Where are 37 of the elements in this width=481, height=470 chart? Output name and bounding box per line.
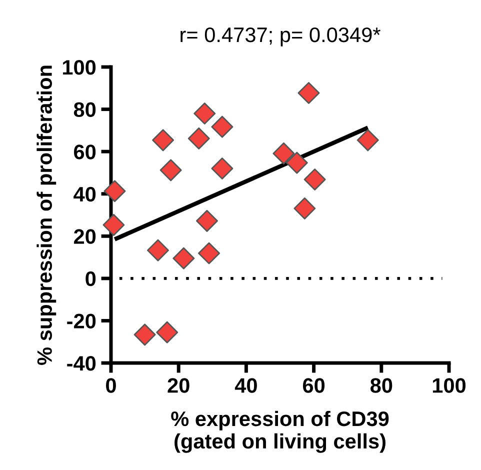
- x-axis-title: % expression of CD39 (gated on living cells): [171, 410, 389, 453]
- chart-title: r= 0.4737; p= 0.0349*: [180, 27, 380, 46]
- point: [356, 129, 379, 152]
- point: [294, 197, 316, 220]
- y-tick-label: -20: [67, 314, 96, 328]
- point: [156, 321, 178, 344]
- x-tick-label: 100: [432, 378, 466, 393]
- y-tick-label: 80: [74, 102, 96, 118]
- x-tick-label: 80: [370, 378, 392, 393]
- y-tick-label: 20: [74, 229, 96, 244]
- point: [211, 116, 234, 138]
- point: [304, 168, 326, 190]
- y-axis-title: % suppression of proliferation: [36, 66, 56, 365]
- point: [196, 210, 218, 232]
- x-tick-label: 40: [234, 378, 257, 393]
- x-tick-label: 0: [106, 378, 116, 393]
- point: [102, 214, 125, 236]
- point: [298, 82, 320, 104]
- y-tick-label: 100: [62, 60, 96, 75]
- point: [134, 324, 156, 346]
- y-tick-label: 0: [86, 271, 96, 286]
- y-tick-label: 60: [74, 144, 96, 160]
- point: [194, 102, 216, 125]
- x-tick-label: 60: [302, 378, 325, 393]
- y-tick-label: -40: [67, 356, 96, 371]
- point: [188, 127, 210, 150]
- y-tick-label: 40: [74, 186, 96, 202]
- point: [104, 180, 126, 202]
- point: [152, 129, 174, 152]
- point: [211, 157, 234, 180]
- point: [172, 247, 195, 270]
- point: [272, 142, 295, 164]
- x-tick-label: 20: [168, 378, 190, 393]
- point: [160, 159, 182, 182]
- point: [146, 239, 169, 262]
- point: [198, 242, 220, 264]
- point: [286, 152, 308, 174]
